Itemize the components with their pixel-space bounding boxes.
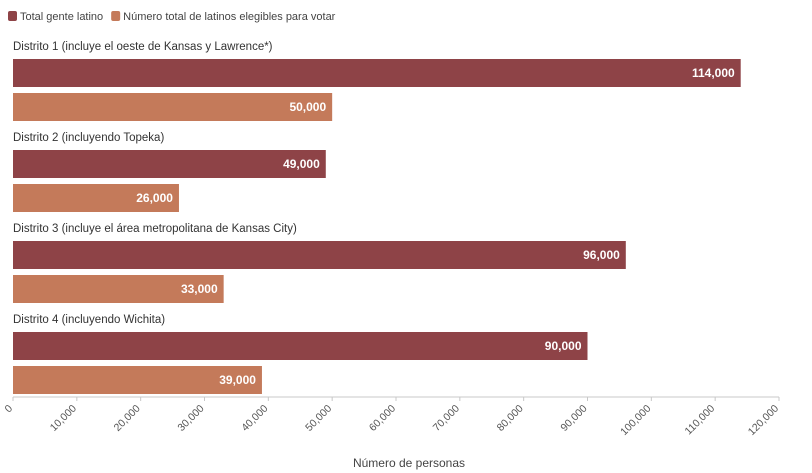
- x-tick-label: 50,000: [303, 403, 334, 434]
- x-tick-label: 90,000: [558, 403, 589, 434]
- bar-value-label: 26,000: [136, 191, 173, 205]
- x-tick-label: 70,000: [431, 403, 462, 434]
- x-axis: 0 10,000 20,000 30,000 40,000 50,000 60,000 70,…: [3, 396, 781, 438]
- bar-eligible-4: [13, 366, 262, 394]
- bar-total-3: [13, 241, 626, 269]
- bar-value-label: 39,000: [219, 373, 256, 387]
- x-tick-label: 20,000: [112, 403, 143, 434]
- category-label: Distrito 2 (incluyendo Topeka): [13, 132, 164, 144]
- x-tick-label: 80,000: [495, 403, 526, 434]
- chart-legend: Total gente latino Número total de latino…: [8, 11, 336, 23]
- bar-value-label: 90,000: [545, 339, 582, 353]
- x-tick-label: 100,000: [618, 403, 653, 438]
- bar-total-1: [13, 59, 741, 87]
- x-tick-label: 10,000: [48, 403, 79, 434]
- bar-value-label: 49,000: [283, 157, 320, 171]
- bar-eligible-3: [13, 275, 224, 303]
- legend-entry-1: Total gente latino: [20, 11, 103, 23]
- x-tick-label: 40,000: [239, 403, 270, 434]
- category-label: Distrito 1 (incluye el oeste de Kansas y…: [13, 41, 273, 53]
- x-tick-label: 0: [3, 403, 16, 416]
- bars: 114,000 50,000 49,000 26,000 96,000 33,000 90,…: [13, 59, 741, 394]
- x-tick-label: 30,000: [175, 403, 206, 434]
- bar-value-label: 33,000: [181, 282, 218, 296]
- bar-value-label: 96,000: [583, 248, 620, 262]
- legend-swatch-2: [111, 11, 121, 21]
- legend-entry-2: Número total de latinos elegibles para v…: [123, 11, 336, 23]
- x-tick-label: 120,000: [746, 403, 781, 438]
- bar-eligible-1: [13, 93, 333, 121]
- x-tick-label: 110,000: [683, 403, 718, 438]
- bar-total-2: [13, 150, 326, 178]
- bar-value-label: 114,000: [692, 66, 735, 80]
- x-tick-label: 60,000: [367, 403, 398, 434]
- category-labels: Distrito 1 (incluye el oeste de Kansas y…: [13, 41, 297, 326]
- category-label: Distrito 4 (incluyendo Wichita): [13, 314, 165, 326]
- x-axis-title: Número de personas: [353, 456, 465, 470]
- legend-swatch-1: [8, 11, 17, 21]
- bar-total-4: [13, 332, 588, 360]
- category-label: Distrito 3 (incluye el área metropolitan…: [13, 223, 297, 235]
- bar-eligible-2: [13, 184, 179, 212]
- bar-value-label: 50,000: [289, 100, 326, 114]
